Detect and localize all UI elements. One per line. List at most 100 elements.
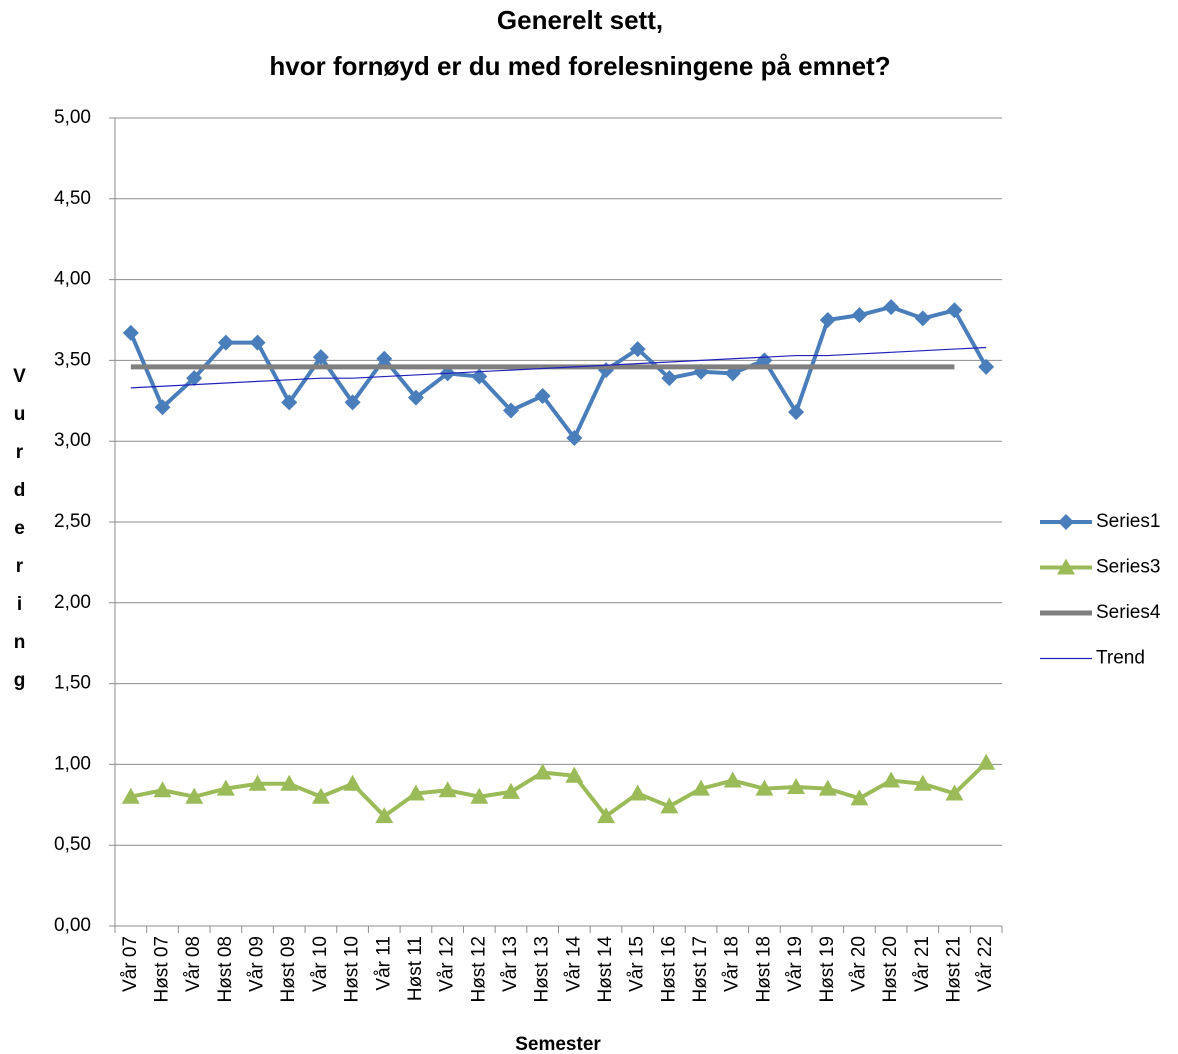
x-tick-label: Vår 15 <box>627 936 648 992</box>
marker <box>502 402 519 419</box>
marker <box>501 782 520 799</box>
marker <box>154 399 171 416</box>
legend-marker <box>1058 514 1074 530</box>
marker <box>597 807 616 824</box>
marker <box>185 787 204 804</box>
marker <box>533 763 552 780</box>
x-tick-label: Vår 21 <box>912 936 933 992</box>
marker <box>914 310 931 327</box>
x-tick-label: Høst 08 <box>215 936 236 1003</box>
marker <box>977 753 996 770</box>
x-tick-label: Høst 10 <box>342 936 363 1003</box>
marker <box>913 774 932 791</box>
marker <box>438 781 457 798</box>
x-tick-label: Høst 14 <box>595 936 616 1003</box>
marker <box>565 766 584 783</box>
marker <box>375 807 394 824</box>
series-line <box>130 761 988 819</box>
x-tick-label: Vår 11 <box>373 936 394 991</box>
y-tick-label: 1,00 <box>54 753 91 774</box>
marker <box>248 774 267 791</box>
marker <box>945 784 964 801</box>
marker <box>661 370 678 387</box>
y-tick-label: 4,00 <box>54 269 91 290</box>
marker <box>692 779 711 796</box>
y-tick-label: 1,50 <box>54 673 91 694</box>
x-tick-label: Høst 13 <box>532 936 553 1003</box>
marker <box>629 341 646 358</box>
marker <box>883 299 900 316</box>
marker <box>376 350 393 367</box>
x-tick-label: Vår 18 <box>722 936 743 992</box>
x-tick-label: Høst 11 <box>405 936 426 1001</box>
y-tick-label: 0,50 <box>54 834 91 855</box>
x-tick-label: Høst 17 <box>690 936 711 1003</box>
marker <box>343 774 362 791</box>
marker <box>311 787 330 804</box>
x-tick-label: Vår 22 <box>975 936 996 992</box>
series-line <box>130 346 987 389</box>
y-tick-label: 3,50 <box>54 349 91 370</box>
x-tick-label: Vår 12 <box>437 936 458 992</box>
marker <box>280 774 299 791</box>
x-tick-label: Høst 12 <box>468 936 489 1003</box>
marker <box>755 779 774 796</box>
y-tick-label: 0,00 <box>54 915 91 936</box>
marker <box>281 394 298 411</box>
x-tick-label: Vår 20 <box>848 936 869 992</box>
x-tick-label: Høst 18 <box>753 936 774 1003</box>
y-tick-label: 3,00 <box>54 430 91 451</box>
y-axis-label: Vurdering <box>9 366 30 708</box>
marker <box>312 349 329 366</box>
marker <box>818 779 837 796</box>
series-line <box>128 305 988 440</box>
marker <box>882 771 901 788</box>
marker <box>186 370 203 387</box>
x-tick-label: Vår 10 <box>310 936 331 992</box>
marker <box>216 779 235 796</box>
marker <box>819 312 836 328</box>
x-tick-label: Høst 07 <box>152 936 173 1003</box>
x-tick-label: Vår 14 <box>563 936 584 992</box>
x-tick-label: Høst 09 <box>278 936 299 1003</box>
marker <box>978 358 995 375</box>
x-tick-label: Høst 19 <box>817 936 838 1003</box>
legend-label: Series4 <box>1096 602 1161 623</box>
x-tick-label: Vår 08 <box>183 936 204 992</box>
x-tick-label: Vår 07 <box>120 936 141 992</box>
x-tick-label: Vår 09 <box>247 936 268 992</box>
legend-label: Series1 <box>1096 511 1160 532</box>
marker <box>850 789 869 806</box>
marker <box>406 784 425 801</box>
marker <box>787 778 806 795</box>
marker <box>534 387 551 404</box>
marker <box>723 771 742 788</box>
marker <box>122 324 139 341</box>
marker <box>471 368 488 385</box>
x-tick-label: Høst 16 <box>658 936 679 1003</box>
legend-label: Series3 <box>1096 557 1160 578</box>
marker <box>628 784 647 801</box>
legend-label: Trend <box>1096 648 1145 669</box>
marker <box>851 307 868 324</box>
legend-marker <box>1057 558 1075 575</box>
marker <box>566 429 583 446</box>
y-tick-label: 2,50 <box>54 511 91 532</box>
x-tick-label: Vår 13 <box>500 936 521 992</box>
chart-title: Generelt sett, <box>497 5 663 35</box>
y-tick-label: 4,50 <box>54 188 91 209</box>
marker <box>249 334 266 351</box>
x-tick-label: Vår 19 <box>785 936 806 992</box>
marker <box>217 334 234 351</box>
marker <box>470 787 489 804</box>
marker <box>788 404 805 421</box>
marker <box>946 302 963 319</box>
marker <box>121 787 140 804</box>
marker <box>153 781 172 798</box>
chart-title: hvor fornøyd er du med forelesningene på… <box>269 51 890 81</box>
x-tick-label: Høst 21 <box>943 936 964 1003</box>
x-axis-label: Semester <box>515 1034 601 1054</box>
y-tick-label: 2,00 <box>54 592 91 613</box>
